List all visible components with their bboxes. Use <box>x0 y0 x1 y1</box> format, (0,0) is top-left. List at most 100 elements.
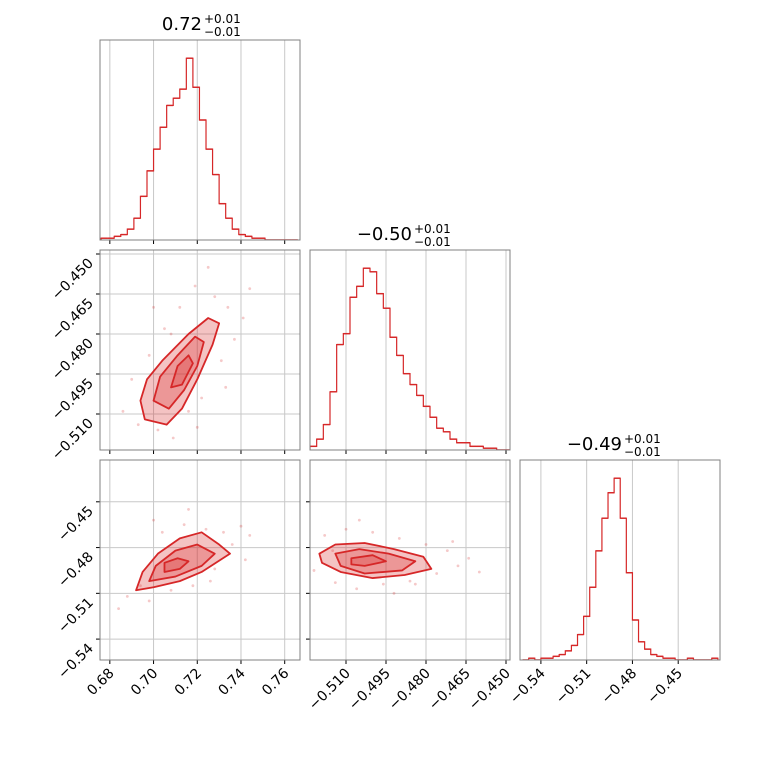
sample-point <box>248 287 252 291</box>
sample-point <box>121 409 125 413</box>
sample-point <box>397 537 401 540</box>
y-tick-label: −0.480 <box>49 336 97 384</box>
panel: 0.72 +0.01−0.01 <box>99 12 301 244</box>
x-tick-label: −0.54 <box>507 665 549 707</box>
sample-point <box>243 558 247 562</box>
sample-point <box>147 353 151 357</box>
x-tick-label: 0.72 <box>172 666 205 699</box>
sample-point <box>195 425 199 429</box>
title-upper: +0.01 <box>414 222 451 236</box>
sample-point <box>117 607 120 610</box>
sample-point <box>233 337 236 341</box>
sample-point <box>193 284 197 288</box>
sample-point <box>213 567 217 571</box>
y-tick-label: −0.54 <box>55 641 97 683</box>
sample-point <box>169 588 173 592</box>
histogram-outline <box>100 57 298 240</box>
title-upper: +0.01 <box>204 12 241 26</box>
sample-point <box>182 523 186 527</box>
sample-point <box>424 543 428 546</box>
sample-point <box>171 436 175 440</box>
title-lower: −0.01 <box>624 445 661 459</box>
histogram-outline <box>522 477 719 660</box>
panel-frame <box>309 459 511 661</box>
sample-point <box>248 533 252 537</box>
sample-point <box>156 428 160 432</box>
sample-point <box>169 332 173 336</box>
x-tick-label: −0.465 <box>426 666 474 714</box>
panel-frame <box>519 459 721 661</box>
sample-point <box>163 327 166 331</box>
sample-point <box>467 556 471 560</box>
sample-point <box>219 359 223 363</box>
y-tick-label: −0.510 <box>49 416 97 464</box>
panel-title: −0.50 <box>357 224 412 245</box>
panel: −0.510−0.495−0.480−0.465−0.450 <box>306 459 514 714</box>
panel: 0.68 0.70 0.72 0.74 0.76 −0.54−0.51−0.48−0.45 <box>55 459 301 699</box>
sample-point <box>208 579 212 583</box>
x-tick-label: −0.450 <box>466 666 514 714</box>
sample-point <box>435 572 439 575</box>
sample-point <box>331 549 335 553</box>
x-tick-label: 0.70 <box>128 666 161 699</box>
sample-point <box>200 396 204 400</box>
sample-point <box>206 265 210 269</box>
sample-point <box>213 295 217 299</box>
x-tick-label: 0.74 <box>215 665 248 698</box>
sample-point <box>451 540 455 543</box>
sample-point <box>445 549 449 553</box>
x-tick-label: −0.45 <box>644 666 686 708</box>
sample-point <box>333 581 337 585</box>
sample-point <box>241 316 245 320</box>
y-tick-label: −0.51 <box>55 595 97 637</box>
sample-point <box>204 527 208 531</box>
sample-point <box>323 533 327 537</box>
x-tick-label: 0.68 <box>84 666 117 699</box>
panel-title: −0.49 <box>567 434 622 455</box>
sample-point <box>371 530 375 534</box>
sample-point <box>147 599 151 603</box>
y-tick-label: −0.495 <box>49 376 97 424</box>
sample-point <box>152 518 155 522</box>
sample-point <box>239 524 243 528</box>
sample-point <box>456 564 460 568</box>
contour <box>152 335 205 410</box>
panel-frame <box>309 249 511 451</box>
sample-point <box>344 527 348 531</box>
y-tick-label: −0.45 <box>55 503 97 545</box>
sample-point <box>178 305 182 309</box>
x-tick-label: −0.480 <box>386 666 434 714</box>
plot-area <box>310 250 510 450</box>
sample-point <box>230 543 234 546</box>
contour <box>163 557 190 573</box>
plot-area <box>100 40 298 240</box>
x-tick-label: −0.510 <box>306 666 354 714</box>
panel-frame <box>99 39 301 241</box>
contour <box>350 554 387 567</box>
sample-point <box>152 305 155 309</box>
plot-area <box>100 250 300 450</box>
y-tick-label: −0.450 <box>49 256 97 304</box>
plot-area <box>310 460 510 660</box>
sample-point <box>408 579 412 583</box>
sample-point <box>312 569 316 572</box>
y-tick-label: −0.465 <box>49 296 97 344</box>
sample-point <box>136 423 140 427</box>
sample-point <box>125 594 129 598</box>
contour <box>334 548 417 575</box>
sample-point <box>160 530 164 534</box>
sample-point <box>191 584 195 588</box>
x-tick-label: −0.51 <box>553 666 595 708</box>
title-upper: +0.01 <box>624 432 661 446</box>
sample-point <box>130 377 134 381</box>
contour <box>170 354 194 389</box>
sample-point <box>413 582 417 586</box>
histogram-outline <box>310 267 510 450</box>
title-lower: −0.01 <box>414 235 451 249</box>
sample-point <box>224 385 228 389</box>
panel-frame <box>99 459 301 661</box>
sample-point <box>226 305 230 309</box>
sample-point <box>392 591 396 595</box>
x-tick-label: −0.495 <box>346 666 394 714</box>
